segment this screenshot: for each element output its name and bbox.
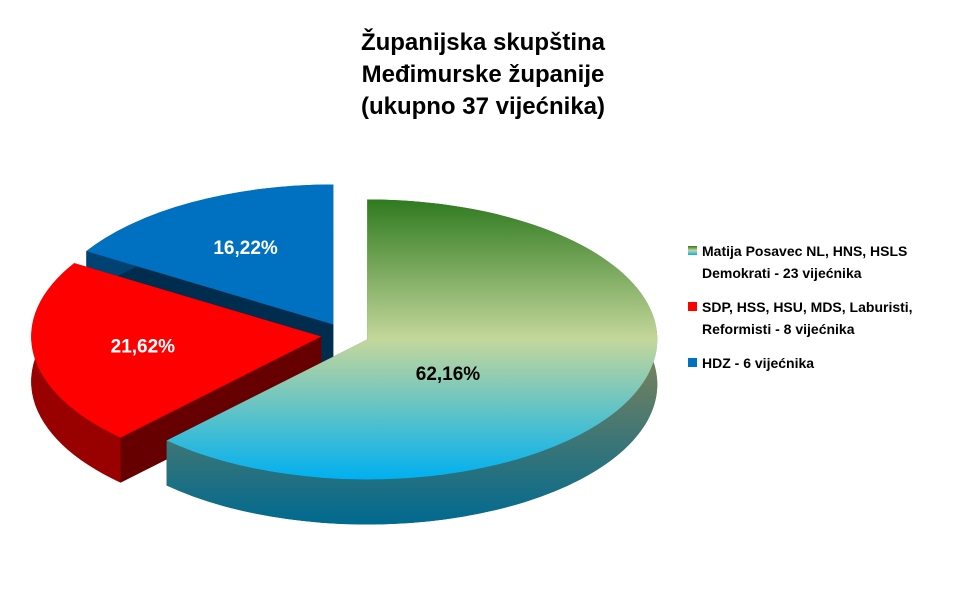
legend-swatch (688, 246, 697, 255)
slice-side (166, 199, 658, 525)
legend-swatch (688, 302, 697, 311)
legend-item: Matija Posavec NL, HNS, HSLS Demokrati -… (688, 240, 950, 284)
slice (31, 263, 322, 438)
legend: Matija Posavec NL, HNS, HSLS Demokrati -… (688, 240, 950, 386)
slice (86, 184, 334, 325)
chart-title: (ukupno 37 vijećnika) (361, 93, 605, 120)
slice-group (166, 199, 658, 525)
legend-item: HDZ - 6 vijećnika (688, 352, 950, 374)
value-label: 16,22% (213, 238, 278, 259)
legend-swatch (688, 358, 697, 367)
chart-title: Županijska skupština (361, 28, 606, 56)
legend-label: SDP, HSS, HSU, MDS, Laburisti, Reformist… (702, 299, 913, 337)
legend-item: SDP, HSS, HSU, MDS, Laburisti, Reformist… (688, 296, 950, 340)
value-label: 62,16% (416, 364, 481, 385)
slice (166, 199, 658, 480)
value-label: 21,62% (111, 337, 176, 358)
legend-label: Matija Posavec NL, HNS, HSLS Demokrati -… (702, 243, 908, 281)
chart-title: Međimurske županije (362, 61, 605, 88)
pie: 62,16% 21,62% 16,22% (31, 184, 658, 525)
slice-group (31, 263, 322, 483)
legend-label: HDZ - 6 vijećnika (702, 355, 815, 371)
